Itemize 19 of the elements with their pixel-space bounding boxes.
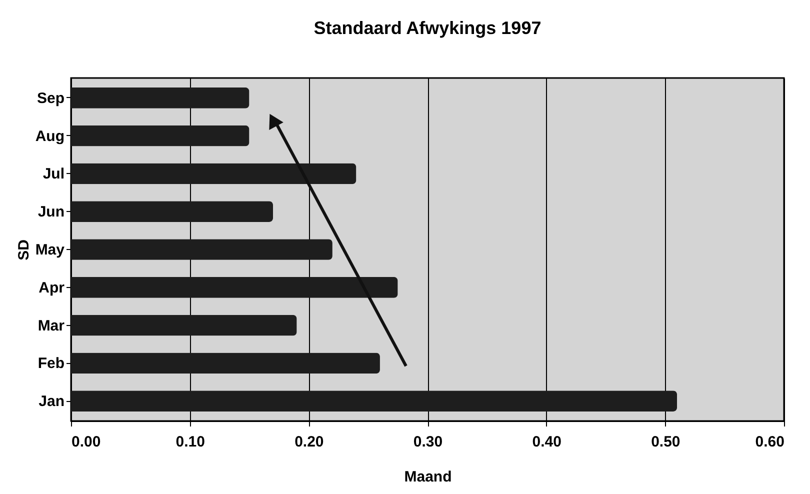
- y-tick-label: Jun: [38, 204, 64, 221]
- x-tick-label: 0.00: [72, 434, 101, 450]
- y-tick-label: May: [35, 242, 66, 258]
- x-tick-label: 0.50: [651, 434, 680, 450]
- y-tick-label: Apr: [38, 279, 65, 296]
- chart-title: Standaard Afwykings 1997: [314, 18, 542, 38]
- y-tick-label: Jan: [38, 393, 64, 410]
- y-tick-label: Sep: [36, 90, 64, 107]
- x-tick-label: 0.20: [294, 434, 324, 450]
- x-tick-label: 0.30: [413, 434, 443, 450]
- x-tick-label: 0.10: [176, 434, 205, 450]
- y-axis-title: SD: [15, 239, 32, 260]
- y-tick-label: Jul: [42, 166, 64, 183]
- y-tick-label: Mar: [38, 317, 65, 334]
- x-tick-label: 0.60: [755, 434, 784, 450]
- x-axis-title: Maand: [404, 468, 452, 486]
- y-tick-label: Aug: [35, 128, 64, 145]
- y-tick-label: Feb: [38, 355, 64, 372]
- x-tick-label: 0.40: [532, 434, 562, 450]
